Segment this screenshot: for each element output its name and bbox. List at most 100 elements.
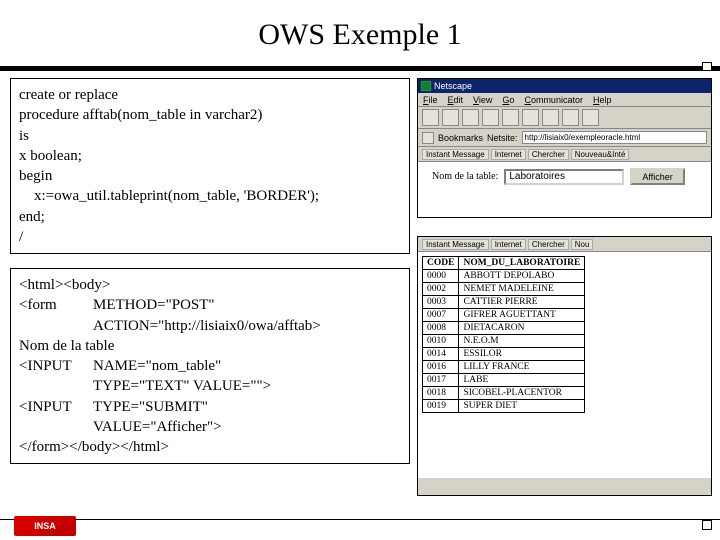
toolbar-button[interactable] [482,109,499,126]
code-line: procedure afftab(nom_table in varchar2) [19,105,401,125]
table-cell: N.E.O.M [459,335,585,348]
menu-item[interactable]: Edit [443,95,469,105]
result-table: CODE NOM_DU_LABORATOIRE 0000ABBOTT DEPOL… [422,256,585,413]
table-row: 0017LABE [423,374,585,387]
code-line: x boolean; [19,146,401,166]
slide-title: OWS Exemple 1 [0,0,720,66]
code-line: x:=owa_util.tableprint(nom_table, 'BORDE… [19,186,401,206]
table-row: 0000ABBOTT DEPOLABO [423,270,585,283]
code-line: / [19,227,401,247]
quicklink[interactable]: Chercher [528,239,569,250]
table-cell: 0000 [423,270,459,283]
src-attr: METHOD="POST" [93,295,401,315]
src-tag: <INPUT [19,397,93,417]
src-line: Nom de la table [19,336,401,356]
src-attr: VALUE="Afficher"> [93,417,401,437]
quicklink[interactable]: Nouveau&Inté [571,149,630,160]
address-input[interactable]: http://lisiaix0/exempleoracle.html [522,131,707,144]
table-cell: SUPER DIET [459,400,585,413]
table-cell: 0003 [423,296,459,309]
menu-item[interactable]: View [468,95,497,105]
table-cell: LABE [459,374,585,387]
table-row: 0007GIFRER AGUETTANT [423,309,585,322]
plsql-code-box: create or replace procedure afftab(nom_t… [10,78,410,254]
table-row: 0010N.E.O.M [423,335,585,348]
toolbar-button[interactable] [462,109,479,126]
table-row: 0019SUPER DIET [423,400,585,413]
table-cell: 0008 [423,322,459,335]
quicklink[interactable]: Chercher [528,149,569,160]
divider-bottom [0,519,720,520]
toolbar-button[interactable] [542,109,559,126]
table-row: 0018SICOBEL-PLACENTOR [423,387,585,400]
html-source-box: <html><body> <formMETHOD="POST" ACTION="… [10,268,410,464]
netscape-icon [421,81,431,91]
table-row: 0014ESSILOR [423,348,585,361]
quicklink[interactable]: Instant Message [422,149,489,160]
quicklink[interactable]: Instant Message [422,239,489,250]
table-cell: SICOBEL-PLACENTOR [459,387,585,400]
table-cell: NEMET MADELEINE [459,283,585,296]
table-cell: 0017 [423,374,459,387]
table-cell: GIFRER AGUETTANT [459,309,585,322]
menu-item[interactable]: Go [497,95,519,105]
marker-bottom [702,520,712,530]
table-row: 0003CATTIER PIERRE [423,296,585,309]
quicklink[interactable]: Nou [571,239,594,250]
afficher-button[interactable]: Afficher [630,168,684,185]
src-line: </form></body></html> [19,437,401,457]
browser-window-result: Instant Message Internet Chercher Nou CO… [417,236,712,496]
browser-client-area: Nom de la table: Afficher [418,162,711,217]
table-row: 0002NEMET MADELEINE [423,283,585,296]
toolbar-button[interactable] [502,109,519,126]
menu-item[interactable]: Communicator [519,95,588,105]
code-line: create or replace [19,85,401,105]
browser-titlebar: Netscape [418,79,711,93]
insa-logo: INSA [14,516,76,536]
src-attr: ACTION="http://lisiaix0/owa/afftab> [93,316,401,336]
bookmarks-icon[interactable] [422,132,434,144]
src-attr: NAME="nom_table" [93,356,401,376]
nom-table-input[interactable] [504,169,624,185]
src-attr: TYPE="TEXT" VALUE=""> [93,376,401,396]
quicklink[interactable]: Internet [491,149,526,160]
code-line: begin [19,166,401,186]
browser-linkbar: Instant Message Internet Chercher Nouvea… [418,147,711,162]
src-tag: <INPUT [19,356,93,376]
toolbar-button[interactable] [582,109,599,126]
toolbar-button[interactable] [522,109,539,126]
table-cell: LILLY FRANCE [459,361,585,374]
bookmarks-label: Bookmarks [438,133,483,143]
table-cell: DIETACARON [459,322,585,335]
src-attr: TYPE="SUBMIT" [93,397,401,417]
toolbar-button[interactable] [442,109,459,126]
divider-top [0,66,720,71]
browser-window-form: Netscape File Edit View Go Communicator … [417,78,712,218]
toolbar-button[interactable] [422,109,439,126]
browser-linkbar: Instant Message Internet Chercher Nou [418,237,711,252]
table-cell: 0018 [423,387,459,400]
code-line: end; [19,207,401,227]
browser-toolbar [418,107,711,129]
table-cell: CATTIER PIERRE [459,296,585,309]
table-cell: ESSILOR [459,348,585,361]
browser-urlbar: Bookmarks Netsite: http://lisiaix0/exemp… [418,129,711,147]
code-line: is [19,126,401,146]
table-row: 0016LILLY FRANCE [423,361,585,374]
browser-title: Netscape [434,81,472,91]
table-cell: 0007 [423,309,459,322]
table-row: 0008DIETACARON [423,322,585,335]
marker-top [702,62,712,71]
table-cell: 0010 [423,335,459,348]
table-cell: 0019 [423,400,459,413]
table-cell: ABBOTT DEPOLABO [459,270,585,283]
table-cell: 0014 [423,348,459,361]
src-tag: <form [19,295,93,315]
menu-item[interactable]: File [418,95,443,105]
src-line: <html><body> [19,275,401,295]
quicklink[interactable]: Internet [491,239,526,250]
menu-item[interactable]: Help [588,95,617,105]
toolbar-button[interactable] [562,109,579,126]
table-header: CODE [423,257,459,270]
netsite-label: Netsite: [487,133,518,143]
